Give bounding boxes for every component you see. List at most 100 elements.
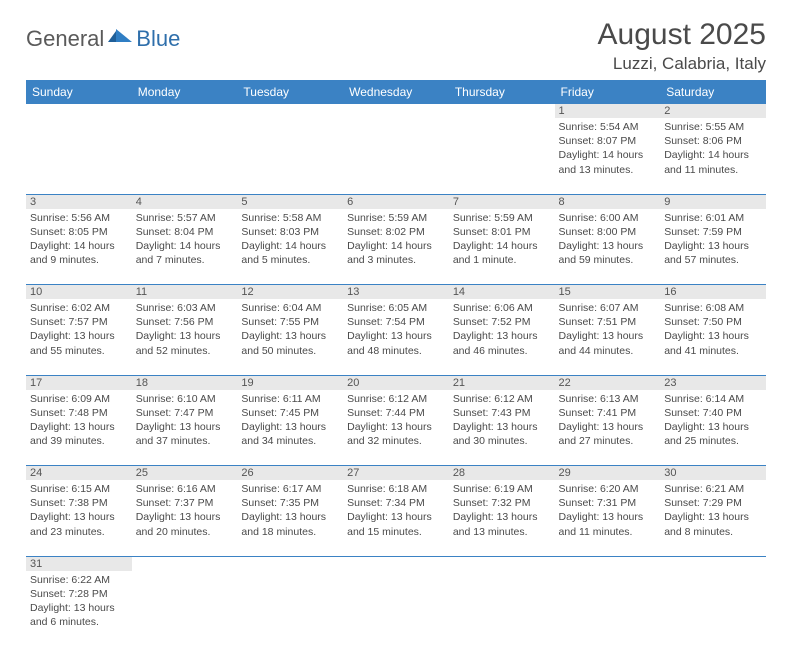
day2-text: and 18 minutes. — [241, 525, 339, 539]
day1-text: Daylight: 14 hours — [30, 239, 128, 253]
sunrise-text: Sunrise: 6:08 AM — [664, 301, 762, 315]
day-number-cell: 28 — [449, 466, 555, 481]
day2-text: and 55 minutes. — [30, 344, 128, 358]
day-number-cell: 25 — [132, 466, 238, 481]
sunset-text: Sunset: 7:28 PM — [30, 587, 128, 601]
day-cell: Sunrise: 6:05 AMSunset: 7:54 PMDaylight:… — [343, 299, 449, 375]
day2-text: and 20 minutes. — [136, 525, 234, 539]
day-cell: Sunrise: 6:20 AMSunset: 7:31 PMDaylight:… — [555, 480, 661, 556]
sunset-text: Sunset: 7:40 PM — [664, 406, 762, 420]
logo-text-general: General — [26, 26, 104, 52]
sunrise-text: Sunrise: 6:21 AM — [664, 482, 762, 496]
daynum-row: 10111213141516 — [26, 285, 766, 300]
sunrise-text: Sunrise: 5:55 AM — [664, 120, 762, 134]
day1-text: Daylight: 14 hours — [347, 239, 445, 253]
day2-text: and 50 minutes. — [241, 344, 339, 358]
day-header-row: Sunday Monday Tuesday Wednesday Thursday… — [26, 80, 766, 104]
day2-text: and 25 minutes. — [664, 434, 762, 448]
day2-text: and 9 minutes. — [30, 253, 128, 267]
day1-text: Daylight: 13 hours — [136, 420, 234, 434]
sunset-text: Sunset: 7:32 PM — [453, 496, 551, 510]
day-header: Thursday — [449, 80, 555, 104]
day2-text: and 30 minutes. — [453, 434, 551, 448]
day-cell: Sunrise: 6:00 AMSunset: 8:00 PMDaylight:… — [555, 209, 661, 285]
sunrise-text: Sunrise: 6:18 AM — [347, 482, 445, 496]
sunrise-text: Sunrise: 6:20 AM — [559, 482, 657, 496]
sunrise-text: Sunrise: 6:12 AM — [453, 392, 551, 406]
day2-text: and 8 minutes. — [664, 525, 762, 539]
day-cell: Sunrise: 5:56 AMSunset: 8:05 PMDaylight:… — [26, 209, 132, 285]
header: General Blue August 2025 Luzzi, Calabria… — [26, 18, 766, 74]
day-number-cell — [132, 104, 238, 118]
day-cell: Sunrise: 6:06 AMSunset: 7:52 PMDaylight:… — [449, 299, 555, 375]
day1-text: Daylight: 13 hours — [136, 510, 234, 524]
day-number-cell: 21 — [449, 375, 555, 390]
day-cell — [343, 571, 449, 647]
day-number-cell: 22 — [555, 375, 661, 390]
sunset-text: Sunset: 7:43 PM — [453, 406, 551, 420]
sunrise-text: Sunrise: 6:14 AM — [664, 392, 762, 406]
day1-text: Daylight: 13 hours — [30, 601, 128, 615]
day-cell: Sunrise: 6:18 AMSunset: 7:34 PMDaylight:… — [343, 480, 449, 556]
day-number-cell: 14 — [449, 285, 555, 300]
sunset-text: Sunset: 7:47 PM — [136, 406, 234, 420]
day2-text: and 23 minutes. — [30, 525, 128, 539]
day-cell: Sunrise: 6:01 AMSunset: 7:59 PMDaylight:… — [660, 209, 766, 285]
sunset-text: Sunset: 7:44 PM — [347, 406, 445, 420]
sunset-text: Sunset: 7:56 PM — [136, 315, 234, 329]
day-cell: Sunrise: 6:12 AMSunset: 7:44 PMDaylight:… — [343, 390, 449, 466]
day2-text: and 39 minutes. — [30, 434, 128, 448]
sunrise-text: Sunrise: 6:16 AM — [136, 482, 234, 496]
day1-text: Daylight: 13 hours — [30, 420, 128, 434]
day-number-cell: 20 — [343, 375, 449, 390]
sunset-text: Sunset: 7:54 PM — [347, 315, 445, 329]
day-cell: Sunrise: 5:55 AMSunset: 8:06 PMDaylight:… — [660, 118, 766, 194]
day-number-cell: 31 — [26, 556, 132, 571]
day1-text: Daylight: 13 hours — [453, 510, 551, 524]
day2-text: and 44 minutes. — [559, 344, 657, 358]
sunset-text: Sunset: 7:59 PM — [664, 225, 762, 239]
day-cell: Sunrise: 5:59 AMSunset: 8:02 PMDaylight:… — [343, 209, 449, 285]
day2-text: and 52 minutes. — [136, 344, 234, 358]
day1-text: Daylight: 13 hours — [559, 329, 657, 343]
day1-text: Daylight: 13 hours — [30, 510, 128, 524]
day-number-cell — [26, 104, 132, 118]
day-cell — [132, 571, 238, 647]
day1-text: Daylight: 13 hours — [559, 510, 657, 524]
day-cell: Sunrise: 6:21 AMSunset: 7:29 PMDaylight:… — [660, 480, 766, 556]
sunrise-text: Sunrise: 5:59 AM — [453, 211, 551, 225]
day-number-cell — [132, 556, 238, 571]
day-cell — [555, 571, 661, 647]
day-number-cell — [660, 556, 766, 571]
day-header: Friday — [555, 80, 661, 104]
day2-text: and 37 minutes. — [136, 434, 234, 448]
logo-text-blue: Blue — [136, 26, 180, 52]
day-number-cell — [237, 556, 343, 571]
sunset-text: Sunset: 7:50 PM — [664, 315, 762, 329]
logo: General Blue — [26, 26, 180, 52]
day-number-cell — [555, 556, 661, 571]
daynum-row: 24252627282930 — [26, 466, 766, 481]
sunrise-text: Sunrise: 6:15 AM — [30, 482, 128, 496]
day-number-cell: 23 — [660, 375, 766, 390]
day-header: Tuesday — [237, 80, 343, 104]
day1-text: Daylight: 13 hours — [136, 329, 234, 343]
day2-text: and 6 minutes. — [30, 615, 128, 629]
day-cell: Sunrise: 6:08 AMSunset: 7:50 PMDaylight:… — [660, 299, 766, 375]
sunset-text: Sunset: 8:00 PM — [559, 225, 657, 239]
day-number-cell: 17 — [26, 375, 132, 390]
day-cell — [343, 118, 449, 194]
day-number-cell: 6 — [343, 194, 449, 209]
day-number-cell: 26 — [237, 466, 343, 481]
sunrise-text: Sunrise: 6:12 AM — [347, 392, 445, 406]
day-header: Monday — [132, 80, 238, 104]
day1-text: Daylight: 13 hours — [664, 510, 762, 524]
day1-text: Daylight: 13 hours — [30, 329, 128, 343]
day-cell: Sunrise: 6:15 AMSunset: 7:38 PMDaylight:… — [26, 480, 132, 556]
day1-text: Daylight: 13 hours — [664, 420, 762, 434]
sunrise-text: Sunrise: 6:10 AM — [136, 392, 234, 406]
day-cell: Sunrise: 6:04 AMSunset: 7:55 PMDaylight:… — [237, 299, 343, 375]
day-number-cell: 9 — [660, 194, 766, 209]
sunrise-text: Sunrise: 6:06 AM — [453, 301, 551, 315]
day-number-cell: 16 — [660, 285, 766, 300]
